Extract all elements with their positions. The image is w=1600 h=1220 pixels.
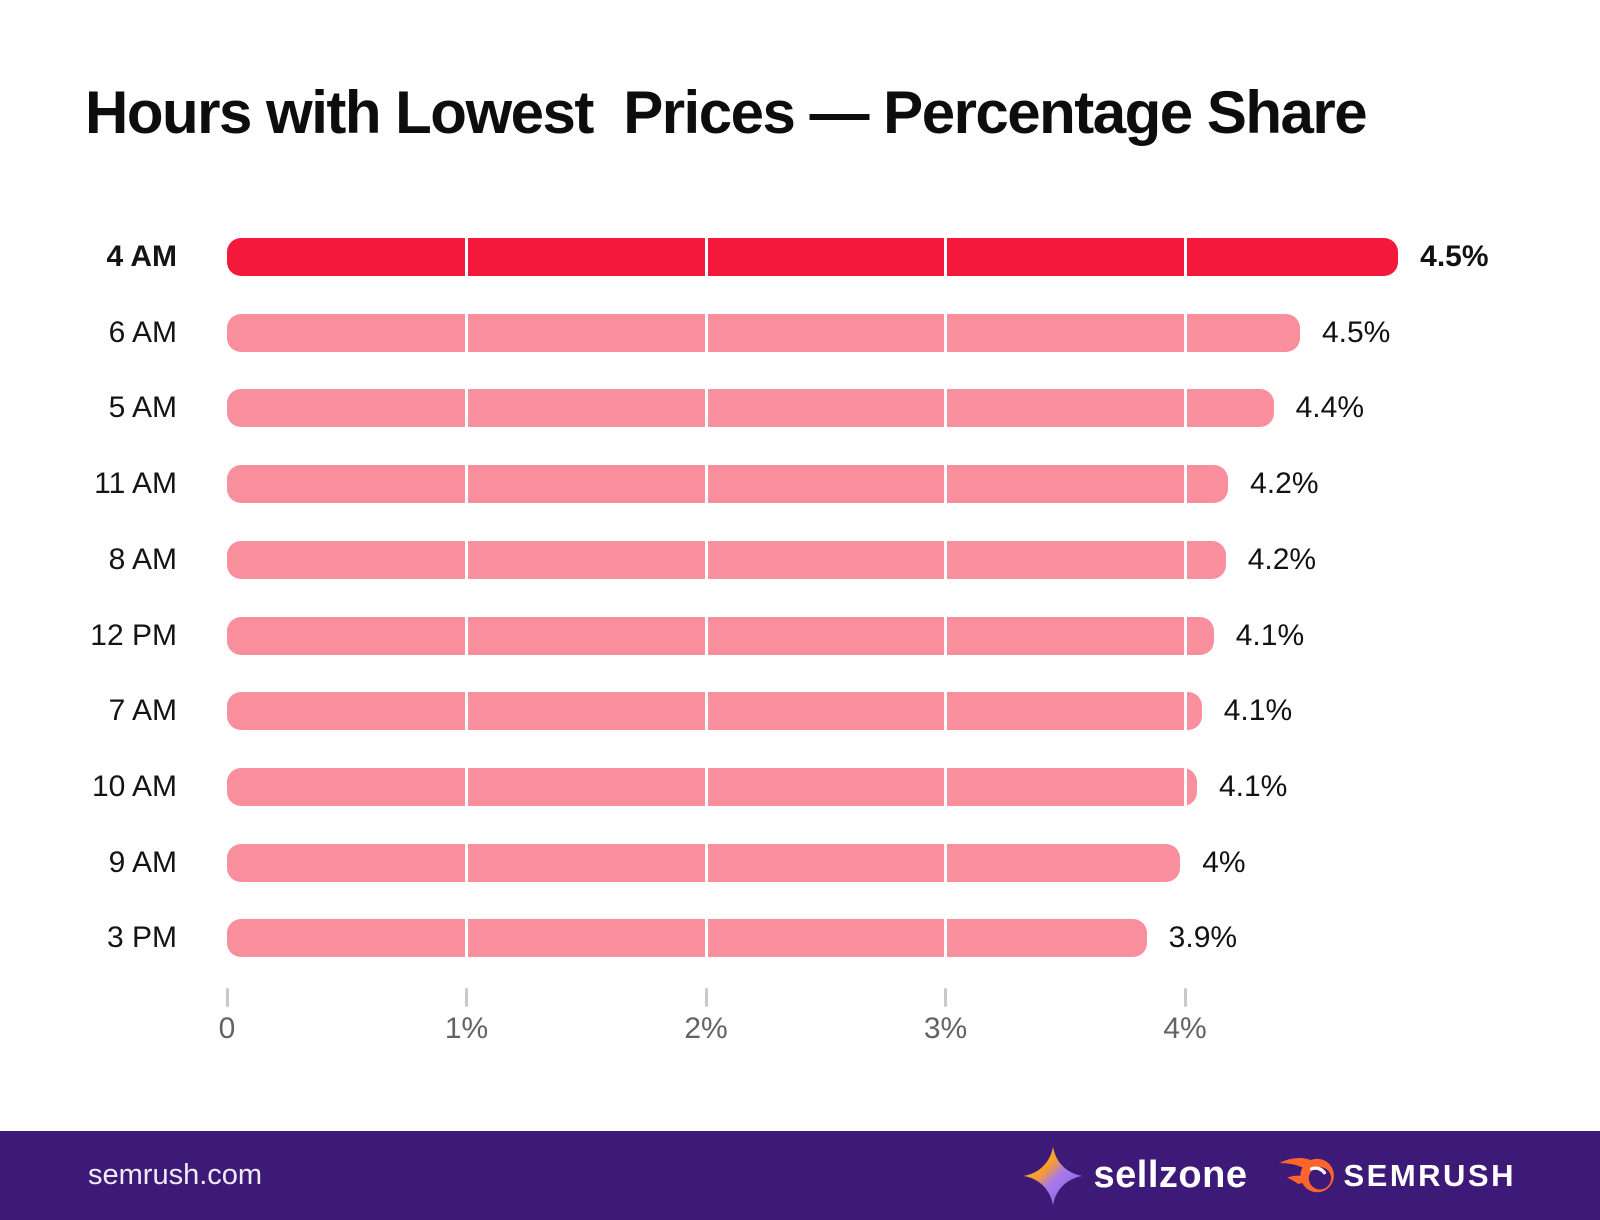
axis-tick [1183,988,1187,1007]
bar [227,313,1300,352]
bar [227,465,1229,504]
sellzone-logo: sellzone [1022,1145,1248,1207]
axis-tick [465,988,468,1007]
bar [227,540,1226,579]
axis-tick [704,988,708,1007]
category-label: 12 PM [90,618,177,652]
value-label: 4.5% [1321,315,1391,349]
chart-row: 8 AM 4.2% [0,540,1600,579]
category-label: 9 AM [108,845,177,879]
value-label: 4.1% [1218,769,1288,803]
axis-tick-label: 3% [923,1012,968,1045]
chart-row: 6 AM 4.5% [0,313,1600,352]
chart-title: Hours with Lowest Prices — Percentage Sh… [85,79,1368,146]
semrush-comet-icon [1279,1157,1335,1193]
bar [227,389,1274,428]
chart-row: 12 PM 4.1% [0,616,1600,655]
bar [227,616,1214,655]
chart-row: 9 AM 4% [0,843,1600,882]
value-label: 4.2% [1250,467,1319,501]
axis-tick-label: 2% [684,1012,728,1045]
value-label: 4.5% [1420,240,1489,273]
sellzone-star-icon [1023,1146,1082,1205]
chart-row: 5 AM 4.4% [0,389,1600,428]
bar [227,919,1147,958]
semrush-wordmark: SEMRUSH [1343,1157,1516,1193]
bar [227,767,1197,806]
category-label: 7 AM [108,694,177,728]
footer-bar: semrush.com sellzone [0,1131,1600,1220]
value-label: 4.4% [1295,391,1364,425]
site-url: semrush.com [88,1159,263,1191]
bar [227,843,1181,882]
value-label: 4.1% [1235,618,1305,652]
category-label: 4 AM [106,240,177,273]
axis-tick-label: 4% [1163,1012,1207,1045]
category-label: 10 AM [91,769,177,803]
axis-tick-label: 0 [218,1012,236,1045]
chart-row: 3 PM 3.9% [0,919,1600,958]
bar [227,238,1399,276]
value-label: 3.9% [1168,921,1238,955]
category-label: 3 PM [106,921,177,955]
value-label: 4.2% [1247,542,1317,576]
chart-row: 11 AM 4.2% [0,465,1600,504]
semrush-logo: SEMRUSH [1277,1153,1516,1198]
value-label: 4% [1202,845,1246,879]
chart-row: 7 AM 4.1% [0,692,1600,731]
category-label: 5 AM [108,391,177,425]
sellzone-wordmark: sellzone [1093,1154,1248,1196]
bar [227,692,1202,731]
footer-logos: sellzone SEMRUSH [1022,1131,1516,1220]
category-label: 8 AM [108,542,177,576]
value-label: 4.1% [1223,694,1293,728]
axis-tick-label: 1% [444,1012,489,1045]
chart-row: 4 AM 4.5% [0,238,1600,276]
category-label: 11 AM [94,467,177,501]
category-label: 6 AM [108,315,177,349]
axis-tick [225,988,229,1007]
axis-tick [944,988,947,1007]
chart-row: 10 AM 4.1% [0,767,1600,806]
